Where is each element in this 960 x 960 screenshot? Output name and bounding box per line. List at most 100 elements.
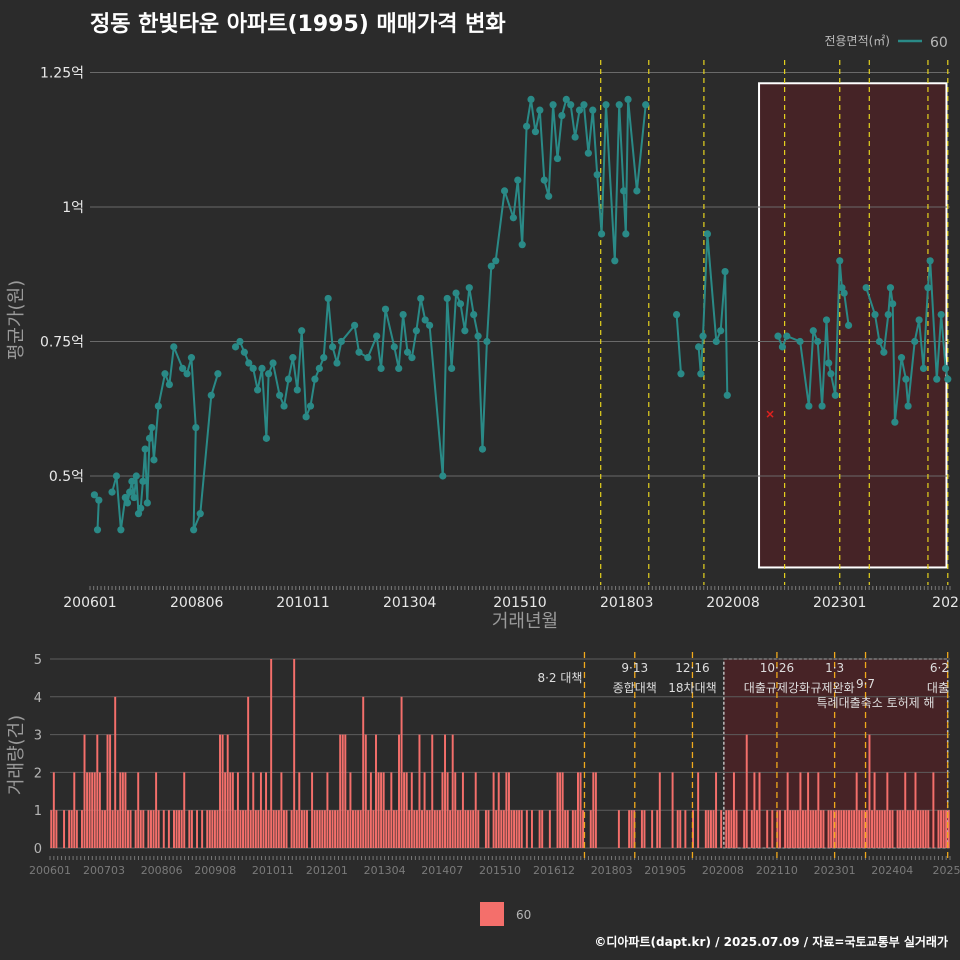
price-point — [373, 332, 381, 340]
volume-bar — [80, 810, 83, 848]
x-tick-label: 201510 — [493, 595, 546, 611]
volume-bar — [868, 734, 871, 848]
volume-bar — [259, 772, 262, 848]
volume-bar — [180, 810, 183, 848]
volume-bar — [277, 810, 280, 848]
x-tick-label: 202008 — [706, 595, 759, 611]
price-point — [553, 154, 562, 163]
volume-bar — [234, 810, 237, 848]
volume-bar — [372, 810, 375, 848]
volume-bar — [272, 810, 275, 848]
volume-bar — [617, 810, 620, 848]
volume-bar — [93, 772, 96, 848]
bottom-x-tick-label: 200806 — [141, 864, 183, 877]
bottom-x-tick-label: 200601 — [29, 864, 71, 877]
price-point — [280, 402, 288, 410]
volume-bar — [860, 810, 863, 848]
price-point — [717, 327, 725, 335]
volume-bar — [589, 810, 592, 848]
price-point — [567, 101, 575, 109]
volume-bar — [520, 810, 523, 848]
volume-bar — [178, 810, 181, 848]
price-point — [187, 354, 196, 362]
volume-bar — [395, 810, 398, 848]
price-point — [461, 327, 469, 335]
volume-bar — [469, 810, 472, 848]
volume-bar — [68, 810, 71, 848]
volume-bar — [265, 772, 268, 848]
volume-bar — [387, 810, 390, 848]
x-axis-title: 거래년월 — [492, 611, 558, 632]
volume-bar — [219, 734, 222, 848]
price-point — [130, 493, 138, 502]
volume-bar — [778, 810, 781, 848]
volume-bar — [454, 772, 457, 848]
price-point — [562, 95, 570, 103]
volume-bar — [142, 810, 145, 848]
volume-bar — [298, 772, 301, 848]
volume-bar — [446, 772, 449, 848]
price-point — [324, 294, 332, 303]
volume-bar — [86, 772, 89, 848]
volume-bar — [464, 810, 467, 848]
price-point — [891, 418, 899, 426]
volume-bar — [326, 772, 329, 848]
volume-bar — [556, 772, 559, 848]
price-point — [624, 95, 632, 103]
price-point — [944, 375, 952, 383]
volume-bar — [758, 772, 761, 848]
volume-bar — [362, 696, 365, 848]
volume-bar — [507, 772, 510, 848]
volume-bar — [766, 810, 769, 848]
price-point — [814, 337, 822, 346]
volume-bar — [917, 810, 920, 848]
price-point — [465, 284, 473, 292]
price-point — [871, 311, 879, 319]
volume-bar — [109, 734, 112, 848]
volume-bar — [817, 772, 820, 848]
volume-bar — [684, 810, 687, 848]
price-point — [919, 364, 928, 372]
volume-bar — [188, 810, 191, 848]
x-tick-label: 202301 — [813, 595, 866, 611]
volume-bar — [896, 810, 899, 848]
volume-bar — [865, 810, 868, 848]
price-point — [134, 510, 143, 518]
price-point — [838, 284, 846, 292]
volume-bar — [305, 810, 308, 848]
volume-bar — [592, 772, 595, 848]
bottom-y-tick-label: 5 — [34, 653, 42, 668]
price-point — [915, 316, 923, 324]
bottom-x-tick-label: 201510 — [479, 864, 521, 877]
volume-bar — [538, 810, 541, 848]
volume-bar — [819, 810, 822, 848]
price-point — [337, 337, 345, 346]
volume-bar — [796, 810, 799, 848]
volume-bar — [837, 810, 840, 848]
volume-bar — [582, 810, 585, 848]
volume-bar — [129, 810, 132, 848]
price-point — [214, 370, 222, 378]
volume-bar — [755, 810, 758, 848]
price-point — [697, 370, 705, 378]
volume-bar — [927, 810, 930, 848]
price-point — [518, 241, 526, 249]
policy-annotation: 9·13 — [621, 661, 648, 675]
volume-bar — [162, 810, 165, 848]
volume-bar — [385, 810, 388, 848]
volume-bar — [139, 810, 142, 848]
policy-annotation-sub: 종합대책 — [613, 680, 657, 695]
bottom-x-tick-label: 201011 — [252, 864, 294, 877]
volume-bar — [119, 772, 122, 848]
volume-bar — [541, 810, 544, 848]
volume-bar — [863, 810, 866, 848]
price-point — [825, 359, 833, 367]
volume-bar — [888, 810, 891, 848]
volume-bar — [709, 810, 712, 848]
volume-bar — [848, 810, 850, 848]
volume-bar — [221, 734, 224, 848]
price-point — [93, 526, 102, 534]
volume-bar — [369, 772, 372, 848]
price-point — [875, 337, 884, 346]
